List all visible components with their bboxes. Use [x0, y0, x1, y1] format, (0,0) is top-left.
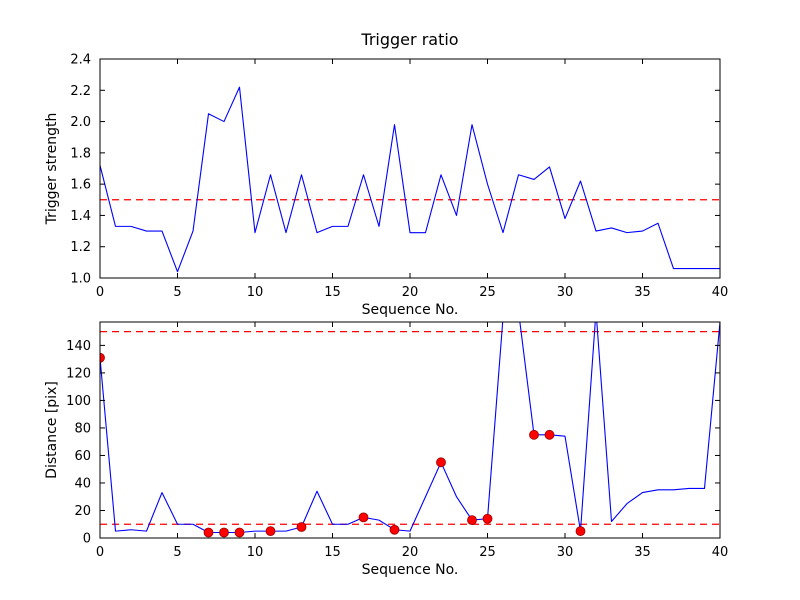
event-marker — [389, 524, 400, 535]
x-tick-label: 30 — [557, 545, 574, 560]
event-marker — [467, 515, 477, 526]
y-tick-label: 1.6 — [70, 178, 91, 193]
x-tick-label: 15 — [324, 545, 341, 560]
x-tick-label: 15 — [324, 285, 341, 300]
event-marker — [436, 457, 446, 468]
y-tick-label: 2.2 — [70, 84, 91, 99]
event-marker — [234, 527, 245, 538]
x-axis-label: Sequence No. — [362, 562, 459, 578]
event-marker — [219, 527, 229, 538]
x-tick-label: 5 — [173, 285, 181, 300]
event-marker — [529, 429, 539, 440]
event-marker — [575, 526, 586, 537]
x-tick-label: 0 — [96, 545, 104, 560]
chart-title: Trigger ratio — [360, 30, 458, 49]
event-marker — [100, 352, 105, 363]
marker-group — [100, 352, 586, 538]
x-tick-label: 35 — [634, 285, 651, 300]
event-marker — [265, 526, 276, 537]
event-marker — [544, 429, 555, 440]
y-tick-label: 80 — [74, 421, 91, 436]
y-tick-label: 1.8 — [70, 146, 91, 161]
x-tick-label: 5 — [173, 545, 181, 560]
event-marker — [203, 527, 214, 538]
y-tick-label: 1.2 — [70, 240, 91, 255]
y-tick-label: 140 — [66, 339, 91, 354]
subplot-2: 0 5 10 15 20 25 30 35 40 0 20 40 60 80 100 120 140 Sequen… — [44, 321, 729, 578]
y-tick-label: 120 — [66, 366, 91, 381]
y-tick-label: 60 — [74, 449, 91, 464]
event-marker — [358, 512, 369, 523]
subplot-1: 0 5 10 15 20 25 30 35 40 1.0 1.2 1.4 1.6 1.8 2.0 2.2 2.4… — [44, 30, 728, 318]
data-line-distance — [100, 322, 720, 534]
axes-frame — [99, 321, 721, 539]
event-marker — [296, 522, 307, 532]
x-tick-label: 20 — [402, 545, 419, 560]
x-tick-label: 10 — [247, 285, 264, 300]
y-tick-label: 40 — [74, 476, 91, 491]
y-tick-label: 2.4 — [70, 53, 91, 68]
y-tick-label: 20 — [74, 504, 91, 519]
x-tick-label: 25 — [479, 285, 496, 300]
event-marker — [482, 513, 493, 524]
x-tick-label: 25 — [479, 545, 496, 560]
x-tick-label: 40 — [712, 285, 729, 300]
x-tick-label: 0 — [96, 285, 104, 300]
y-tick-label: 1.0 — [70, 272, 91, 287]
x-tick-label: 10 — [247, 545, 264, 560]
x-tick-label: 30 — [557, 285, 574, 300]
x-tick-label: 35 — [634, 545, 651, 560]
y-axis-label: Distance [pix] — [44, 381, 60, 479]
y-axis-label: Trigger strength — [44, 113, 60, 226]
axes-frame — [99, 58, 721, 279]
x-tick-label: 40 — [712, 545, 729, 560]
x-axis-label: Sequence No. — [362, 302, 459, 318]
data-line-trigger-strength — [100, 86, 720, 273]
y-tick-label: 0 — [83, 532, 91, 547]
y-tick-label: 100 — [66, 394, 91, 409]
x-tick-label: 20 — [402, 285, 419, 300]
y-tick-label: 1.4 — [70, 209, 91, 224]
y-tick-label: 2.0 — [70, 115, 91, 130]
